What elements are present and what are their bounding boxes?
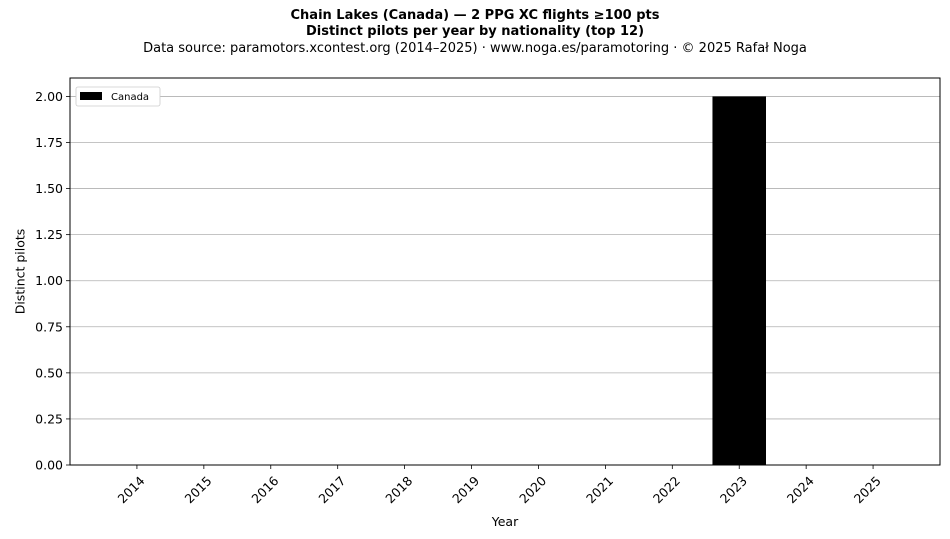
x-tick-label: 2014 [115,473,148,506]
x-tick-label: 2019 [449,473,482,506]
x-tick-label: 2016 [248,473,281,506]
chart-title-block: Chain Lakes (Canada) — 2 PPG XC flights … [0,8,950,57]
y-tick-label: 0.75 [35,319,63,334]
chart-subtitle: Distinct pilots per year by nationality … [305,24,645,39]
legend-label-canada: Canada [111,92,149,103]
y-tick-label: 0.50 [35,365,63,380]
y-axis-label: Distinct pilots [12,229,27,315]
plot-frame [69,77,941,466]
y-tick-label: 1.00 [35,273,63,288]
y-axis-ticks: 0.00 0.25 0.50 0.75 1.00 1.25 1.50 1.75 2.00 [35,89,70,473]
y-tick-label: 1.50 [35,181,63,196]
x-tick-label: 2025 [851,473,884,506]
y-tick-label: 0.00 [35,458,63,473]
chart-title: Chain Lakes (Canada) — 2 PPG XC flights … [290,8,660,23]
y-tick-label: 0.25 [35,411,63,426]
y-tick-label: 1.25 [35,227,63,242]
x-tick-label: 2024 [784,473,817,506]
x-axis-ticks: 2014 2015 2016 2017 2018 2019 2020 2021 2022 2023… [115,465,884,506]
x-tick-label: 2017 [315,473,348,506]
legend-swatch-canada [80,92,102,100]
x-axis-label: Year [491,514,519,529]
chart-source-note: Data source: paramotors.xcontest.org (20… [143,41,807,56]
x-tick-label: 2020 [516,473,549,506]
x-tick-label: 2018 [382,473,415,506]
y-tick-label: 1.75 [35,135,63,150]
x-tick-label: 2022 [650,473,683,506]
legend-box [75,86,161,107]
bar-canada-2023 [712,96,766,465]
y-gridlines [70,96,940,466]
y-tick-label: 2.00 [35,89,63,104]
x-tick-label: 2023 [717,473,750,506]
x-tick-label: 2015 [181,473,214,506]
bars [712,96,766,465]
x-tick-label: 2021 [583,473,616,506]
legend: Canada [75,86,161,107]
